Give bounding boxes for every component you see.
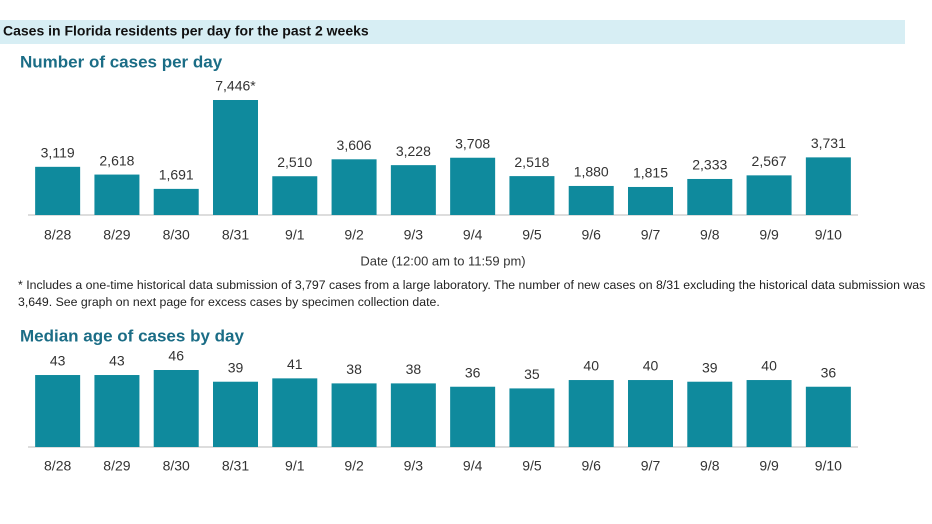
value-label: 38 (346, 361, 362, 377)
value-label: 2,567 (752, 153, 787, 169)
x-tick-label: 9/10 (815, 458, 842, 474)
value-label: 1,815 (633, 165, 668, 181)
bar (687, 381, 733, 447)
chart-title: Number of cases per day (20, 52, 223, 71)
bar (450, 157, 496, 215)
value-label: 1,880 (574, 164, 609, 180)
x-tick-label: 9/1 (285, 227, 305, 243)
value-label: 39 (702, 359, 718, 375)
bar (331, 383, 377, 447)
bar (805, 386, 851, 447)
x-tick-label: 9/6 (581, 458, 601, 474)
footnote: * Includes a one-time historical data su… (18, 278, 926, 309)
value-label: 40 (583, 358, 599, 374)
value-label: 3,708 (455, 135, 490, 151)
x-tick-label: 8/31 (222, 458, 249, 474)
bar (568, 380, 614, 447)
value-label: 2,618 (99, 152, 134, 168)
value-label: 7,446* (215, 78, 256, 94)
bar (94, 375, 140, 447)
x-tick-label: 8/29 (103, 458, 130, 474)
bar (746, 380, 792, 447)
value-label: 3,119 (41, 145, 75, 161)
bar (153, 188, 199, 215)
value-label: 1,691 (159, 167, 194, 183)
x-tick-label: 9/5 (522, 227, 542, 243)
header-band (0, 20, 905, 44)
bar (390, 165, 436, 215)
value-label: 39 (228, 359, 244, 375)
value-label: 2,510 (277, 154, 312, 170)
page-title: Cases in Florida residents per day for t… (3, 23, 369, 39)
value-label: 43 (109, 353, 125, 369)
x-tick-label: 9/1 (285, 458, 305, 474)
bar (272, 378, 318, 447)
bar (509, 176, 555, 215)
value-label: 36 (465, 364, 481, 380)
bar (153, 370, 199, 447)
bar (94, 174, 140, 215)
value-label: 3,606 (337, 137, 372, 153)
x-tick-label: 9/3 (404, 227, 424, 243)
x-tick-label: 9/2 (344, 227, 364, 243)
value-label: 2,333 (692, 157, 727, 173)
chart-title: Median age of cases by day (20, 326, 244, 345)
bar (35, 375, 81, 447)
x-tick-label: 9/3 (404, 458, 424, 474)
bar (35, 166, 81, 215)
value-label: 2,518 (514, 154, 549, 170)
value-label: 40 (761, 358, 777, 374)
bar (805, 157, 851, 215)
x-tick-label: 9/8 (700, 458, 720, 474)
value-label: 3,731 (811, 135, 846, 151)
bar (628, 186, 673, 215)
value-label: 38 (406, 361, 422, 377)
x-tick-label: 9/7 (641, 227, 661, 243)
bar (213, 381, 258, 447)
value-label: 46 (168, 348, 184, 364)
x-tick-label: 8/28 (44, 458, 71, 474)
value-label: 40 (643, 358, 659, 374)
x-tick-label: 9/4 (463, 458, 483, 474)
x-tick-label: 8/29 (103, 227, 130, 243)
bar (628, 380, 673, 447)
value-label: 43 (50, 353, 66, 369)
x-tick-label: 9/9 (759, 458, 779, 474)
x-tick-label: 8/30 (163, 458, 190, 474)
bar (213, 100, 258, 215)
bar (331, 159, 377, 215)
value-label: 35 (524, 366, 540, 382)
x-tick-label: 9/10 (815, 227, 842, 243)
x-tick-label: 8/30 (163, 227, 190, 243)
value-label: 3,228 (396, 143, 431, 159)
value-label: 41 (287, 356, 303, 372)
bar (746, 175, 792, 215)
bar (509, 388, 555, 447)
x-tick-label: 8/31 (222, 227, 249, 243)
bar (390, 383, 436, 447)
x-tick-label: 9/2 (344, 458, 364, 474)
bar (450, 386, 496, 447)
bar (272, 176, 318, 215)
x-tick-label: 8/28 (44, 227, 71, 243)
x-tick-label: 9/7 (641, 458, 661, 474)
x-tick-label: 9/6 (581, 227, 601, 243)
x-tick-label: 9/5 (522, 458, 542, 474)
x-tick-label: 9/8 (700, 227, 720, 243)
value-label: 36 (821, 364, 837, 380)
x-tick-label: 9/9 (759, 227, 779, 243)
bar (568, 185, 614, 215)
bar (687, 178, 733, 215)
x-tick-label: 9/4 (463, 227, 483, 243)
x-axis-label: Date (12:00 am to 11:59 pm) (360, 253, 525, 268)
